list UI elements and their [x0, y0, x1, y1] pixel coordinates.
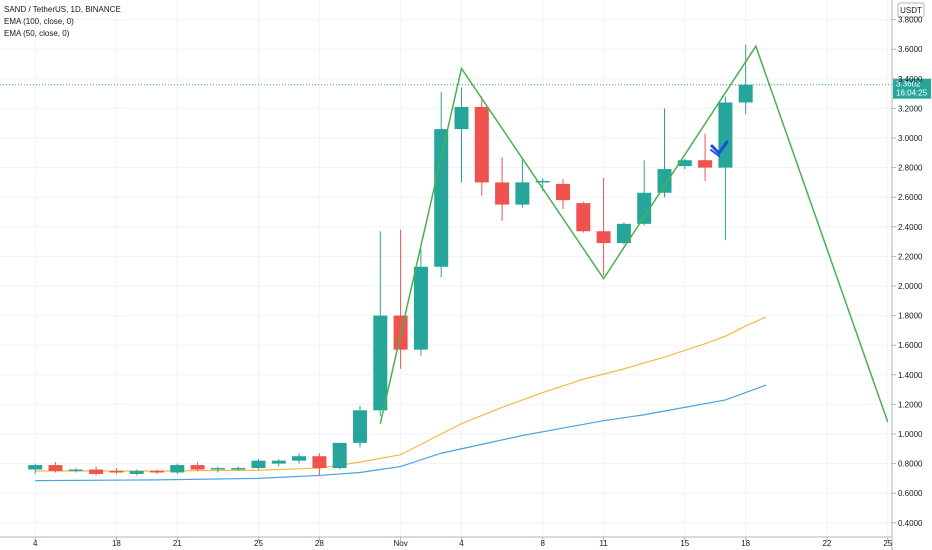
candle-up [718, 102, 733, 168]
x-tick-label: 25 [883, 539, 892, 548]
candle-up [677, 160, 692, 167]
y-tick-label: 2.0000 [898, 282, 923, 291]
y-tick-label: 3.0000 [898, 134, 923, 143]
candle-up [373, 315, 388, 411]
candle-up [434, 129, 449, 267]
candle-down [495, 182, 510, 205]
bar-countdown: 16:04:25 [896, 89, 928, 98]
y-tick-label: 1.2000 [898, 400, 923, 409]
legend-ema-100[interactable]: EMA (100, close, 0) [4, 17, 74, 26]
y-tick-label: 3.6000 [898, 45, 923, 54]
candle-up [657, 169, 672, 193]
y-tick-label: 1.0000 [898, 430, 923, 439]
y-tick-label: 2.2000 [898, 252, 923, 261]
x-tick-label: 21 [173, 539, 182, 548]
y-tick-label: 2.4000 [898, 223, 923, 232]
candle-down [698, 160, 713, 168]
x-tick-label: 15 [680, 539, 689, 548]
x-tick-label: 4 [459, 539, 464, 548]
candle-up [413, 266, 428, 350]
y-tick-label: 1.6000 [898, 341, 923, 350]
currency-label: USDT [900, 6, 922, 15]
candle-up [271, 460, 286, 464]
down-arrow-icon [710, 140, 729, 157]
y-tick-label: 2.8000 [898, 164, 923, 173]
y-tick-label: 3.8000 [898, 16, 923, 25]
candle-up [68, 469, 83, 471]
candle-down [474, 106, 489, 183]
candle-up [251, 460, 266, 469]
candle-down [109, 471, 124, 473]
x-tick-label: 25 [254, 539, 263, 548]
candle-up [353, 410, 367, 443]
candle-up [292, 456, 307, 461]
x-tick-label: 18 [741, 539, 750, 548]
y-tick-label: 3.2000 [898, 104, 923, 113]
chart-grid [0, 0, 892, 537]
y-tick-label: 1.8000 [898, 312, 923, 321]
x-tick-label: 18 [112, 539, 121, 548]
ema-50-group [35, 316, 767, 472]
candle-up [535, 180, 550, 183]
y-tick-label: 0.6000 [898, 489, 923, 498]
ema-100-line [35, 384, 767, 482]
candle-up [210, 468, 225, 470]
candle-up [231, 468, 246, 470]
candle-up [170, 465, 185, 473]
chart-legend: SAND / TetherUS, 1D, BINANCE EMA (100, c… [4, 4, 121, 40]
candle-down [312, 456, 327, 469]
y-tick-label: 0.4000 [898, 519, 923, 528]
candle-down [576, 203, 591, 232]
x-tick-label: 28 [315, 539, 324, 548]
legend-symbol[interactable]: SAND / TetherUS, 1D, BINANCE [4, 5, 121, 14]
candle-down [89, 469, 104, 474]
x-tick-label: Nov [393, 539, 407, 548]
candles-group [28, 44, 753, 476]
x-tick-label: 4 [33, 539, 38, 548]
candle-down [596, 231, 611, 244]
candle-up [454, 106, 469, 130]
candle-down [190, 465, 205, 470]
ema-100-group [35, 384, 767, 482]
x-tick-label: 22 [822, 539, 831, 548]
candle-up [637, 192, 652, 224]
currency-badge[interactable] [897, 2, 925, 18]
candle-up [515, 182, 530, 205]
y-tick-label: 1.4000 [898, 371, 923, 380]
candle-up [332, 442, 347, 469]
x-tick-label: 8 [540, 539, 545, 548]
y-tick-label: 0.8000 [898, 460, 923, 469]
candle-down [48, 465, 63, 471]
candle-up [616, 223, 631, 244]
ema-50-line [35, 316, 767, 472]
pattern-drawing-group[interactable] [379, 44, 889, 424]
candle-down [150, 471, 164, 473]
double-top-pattern-line[interactable] [379, 44, 889, 424]
candle-up [738, 84, 753, 103]
candle-down [556, 183, 570, 201]
candle-up [129, 471, 144, 474]
x-tick-label: 11 [599, 539, 608, 548]
legend-ema-50[interactable]: EMA (50, close, 0) [4, 29, 70, 38]
y-tick-label: 2.6000 [898, 193, 923, 202]
last-price-label-bg [893, 78, 931, 99]
last-price-value: 3.3602 [896, 80, 921, 89]
y-tick-label: 3.4000 [898, 75, 923, 84]
candle-up [28, 465, 43, 470]
